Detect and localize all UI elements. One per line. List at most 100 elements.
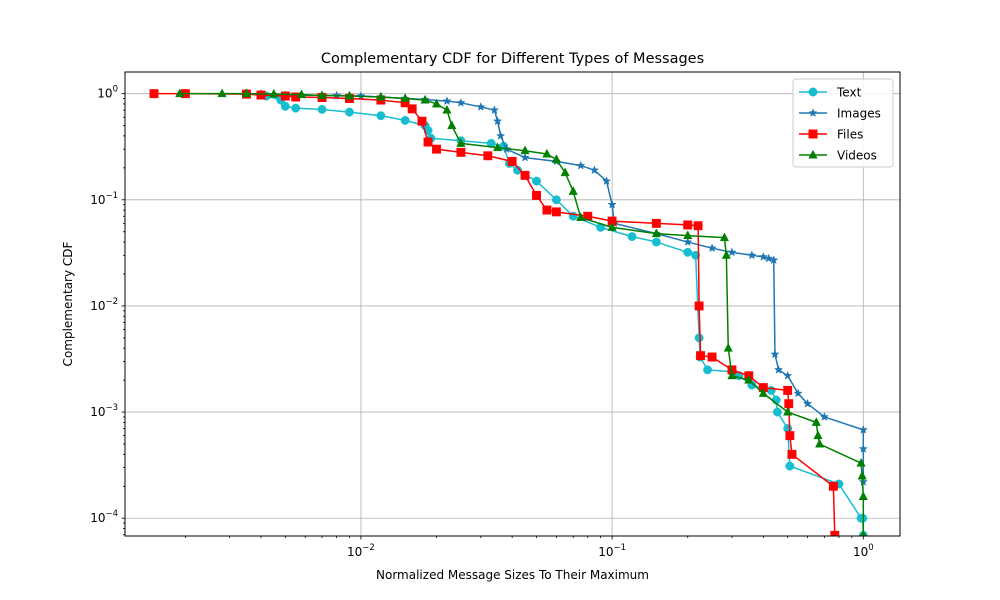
series-videos-marker <box>744 374 754 384</box>
series-videos-marker <box>783 406 793 416</box>
series-videos-marker <box>241 88 252 98</box>
series-videos-marker <box>551 154 562 163</box>
series-videos-marker <box>296 89 307 99</box>
series-images-marker <box>456 97 466 107</box>
series-videos-marker <box>814 438 825 448</box>
series-text-marker <box>694 333 704 343</box>
series-images-marker <box>601 176 612 186</box>
series-videos <box>175 88 868 536</box>
series-images-marker <box>802 398 813 408</box>
series-videos-marker <box>813 430 823 440</box>
series-files-marker <box>423 137 433 147</box>
series-files-marker <box>507 156 517 166</box>
legend-label: Images <box>837 107 881 121</box>
series-text-marker <box>785 461 795 471</box>
series-files-marker <box>456 147 466 157</box>
series-videos-marker <box>856 457 866 467</box>
legend-label: Files <box>837 128 863 142</box>
series-text-marker <box>532 176 541 186</box>
series-text-marker <box>651 237 661 247</box>
series-files-marker <box>707 352 717 362</box>
y-axis-label: Complementary CDF <box>61 241 75 366</box>
series-images-marker <box>758 251 769 261</box>
series-files-marker <box>683 220 693 230</box>
series-videos-marker <box>447 120 457 130</box>
series-files-marker <box>828 481 838 491</box>
series-text-marker <box>551 195 561 205</box>
legend-files-marker <box>808 129 818 139</box>
y-tick-label: 10−3 <box>90 403 118 419</box>
series-videos-line <box>179 92 865 536</box>
series-videos-marker <box>376 91 386 101</box>
series-files-marker <box>280 91 290 101</box>
series-images-marker <box>495 130 506 140</box>
series-files-marker <box>696 351 706 361</box>
series-text-marker <box>376 111 386 121</box>
series-images-marker <box>707 243 717 253</box>
series-images-marker <box>763 253 774 263</box>
legend-videos-marker <box>808 149 818 159</box>
series-files-marker <box>256 90 266 100</box>
legend-item-videos: Videos <box>799 149 877 163</box>
series-videos-marker <box>317 90 327 99</box>
series-files-marker <box>694 301 704 311</box>
series-videos-marker <box>857 470 867 480</box>
legend: Text Images Files Videos <box>792 78 894 168</box>
series-text-marker <box>400 115 410 125</box>
series-files-marker <box>520 170 530 180</box>
series-videos-marker <box>723 342 733 352</box>
series-images-marker <box>819 412 830 421</box>
y-tick-label: 10−2 <box>90 297 118 313</box>
series-videos-marker <box>651 228 661 238</box>
series-videos-marker <box>217 88 227 98</box>
series-files-marker <box>542 205 552 215</box>
series-images-marker <box>489 105 500 115</box>
legend-label: Text <box>836 86 862 100</box>
y-tick-label: 100 <box>97 85 118 101</box>
series-files-marker <box>417 116 427 126</box>
series-videos-marker <box>560 167 570 177</box>
series-files-marker <box>432 144 441 154</box>
series-files-marker <box>787 449 797 459</box>
series-images-marker <box>607 199 617 209</box>
series-videos-marker <box>568 186 578 195</box>
series-text-marker <box>317 105 327 114</box>
series-images-marker <box>769 255 779 265</box>
legend-item-images: Images <box>799 107 881 121</box>
legend-item-files: Files <box>799 128 863 142</box>
series-text-marker <box>772 407 782 417</box>
x-axis-label: Normalized Message Sizes To Their Maximu… <box>376 568 649 582</box>
series-images-marker <box>356 91 366 101</box>
series-videos-marker <box>269 88 279 98</box>
series-videos-marker <box>456 138 466 147</box>
legend-box <box>792 78 894 168</box>
series-files-marker <box>783 385 793 395</box>
series-text-marker <box>627 232 637 242</box>
series-files-marker <box>651 218 661 228</box>
series-files-marker <box>785 431 795 441</box>
y-tick-label: 10−1 <box>90 191 118 207</box>
series-videos-marker <box>860 530 867 536</box>
series-videos-marker <box>727 370 737 380</box>
legend-images-marker <box>808 108 818 117</box>
series-images-marker <box>727 247 737 257</box>
series-images-marker <box>683 237 693 247</box>
series-videos-marker <box>520 145 530 155</box>
series-images-marker <box>520 152 530 162</box>
series-files-marker <box>532 190 541 200</box>
chart-title: Complementary CDF for Different Types of… <box>321 51 704 67</box>
series-layer <box>149 88 868 536</box>
legend-label: Videos <box>837 149 877 163</box>
series-files-marker <box>830 530 840 536</box>
series-videos-marker <box>858 491 868 501</box>
series-videos-marker <box>442 104 452 114</box>
series-videos-marker <box>607 222 617 231</box>
series-images-marker <box>793 388 803 398</box>
series-images-marker <box>576 160 586 170</box>
series-images-marker <box>770 349 780 359</box>
series-videos-marker <box>400 93 410 102</box>
series-files-marker <box>407 104 417 114</box>
series-videos-marker <box>758 388 768 397</box>
